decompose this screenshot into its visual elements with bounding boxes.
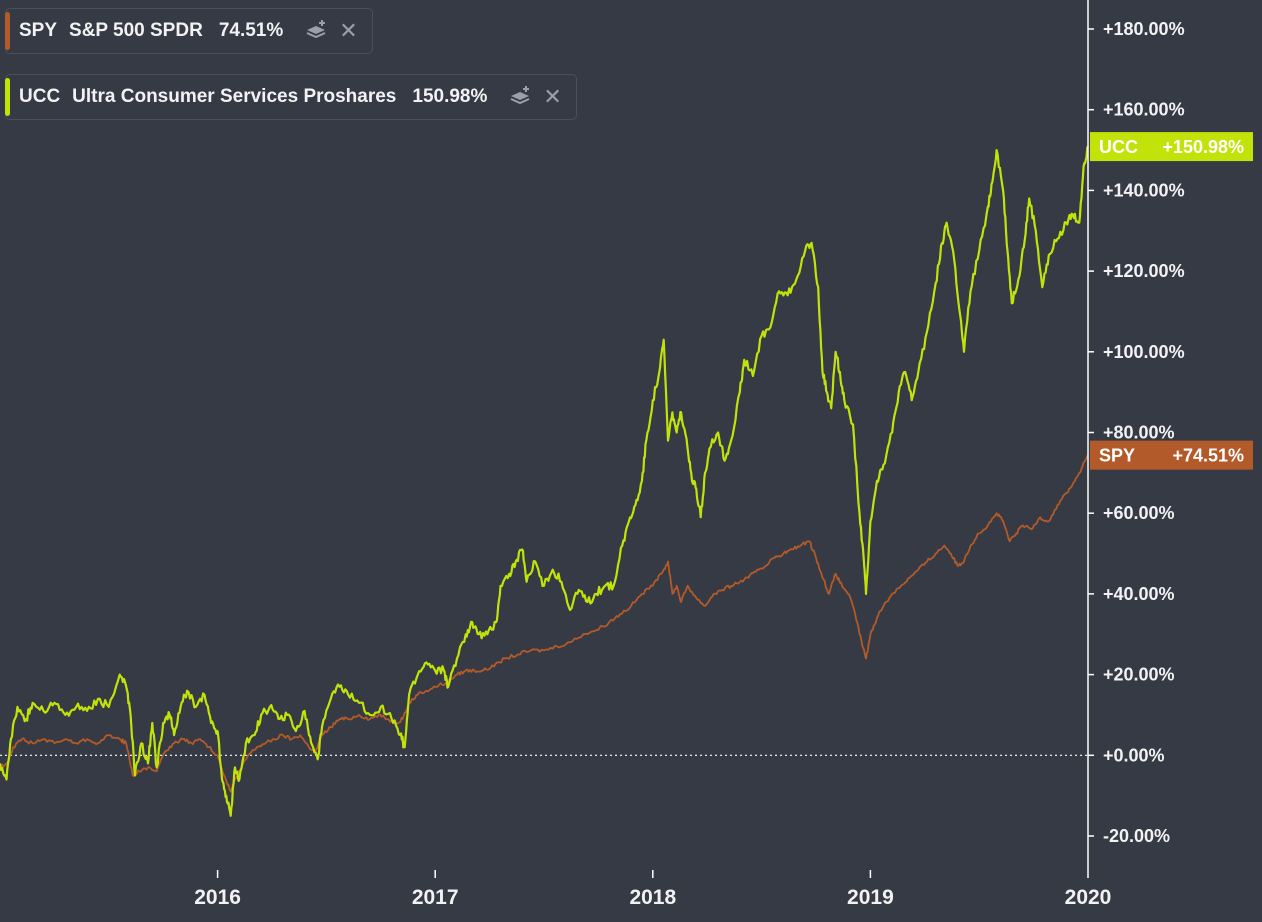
y-tick-label: +120.00% [1103,261,1185,281]
y-tick-label: +80.00% [1103,423,1175,443]
layers-add-icon[interactable] [509,84,533,110]
y-tick-label: +20.00% [1103,665,1175,685]
badge-value: +150.98% [1162,137,1244,157]
legend-symbol: SPY [19,20,58,41]
layers-add-icon[interactable] [305,18,329,44]
price-badge-ucc: UCC +150.98% [1090,132,1253,162]
y-tick-label: -20.00% [1103,826,1170,846]
legend-item-spy[interactable]: SPY S&P 500 SPDR 74.51% ✕ [5,8,373,54]
price-badge-spy: SPY +74.51% [1090,440,1253,470]
y-tick-label: +60.00% [1103,503,1175,523]
x-tick-label: 2020 [1065,886,1112,909]
badge-value: +74.51% [1172,446,1244,466]
y-tick-label: +40.00% [1103,584,1175,604]
x-axis-ticks: 2016 2017 2018 2019 2020 [194,870,1111,909]
legend-item-ucc[interactable]: UCC Ultra Consumer Services Proshares 15… [5,74,577,120]
series-line-ucc [0,145,1090,817]
series-layer [0,145,1090,817]
legend-color-bar [5,12,10,50]
x-tick-label: 2017 [412,886,459,909]
badge-symbol: SPY [1099,446,1135,466]
y-tick-label: +0.00% [1103,745,1165,765]
y-tick-label: +160.00% [1103,100,1185,120]
x-tick-label: 2016 [194,886,241,909]
legend-value: 74.51% [218,20,284,41]
x-tick-label: 2018 [629,886,676,909]
badge-symbol: UCC [1099,137,1138,157]
legend-symbol: UCC [19,86,61,107]
legend-name: Ultra Consumer Services Proshares [72,86,397,107]
y-tick-label: +100.00% [1103,342,1185,362]
close-icon[interactable]: ✕ [339,18,358,43]
legend-value: 150.98% [412,86,488,107]
close-icon[interactable]: ✕ [543,84,562,109]
x-tick-label: 2019 [847,886,894,909]
price-badges: UCC +150.98% SPY +74.51% [1090,132,1253,470]
y-tick-label: +140.00% [1103,180,1185,200]
legend-color-bar [5,78,10,116]
y-axis-ticks: +180.00% +160.00% +140.00% +120.00% +100.00%… [1088,19,1185,846]
y-tick-label: +180.00% [1103,19,1185,39]
series-line-spy [0,454,1089,793]
legend-name: S&P 500 SPDR [69,20,203,41]
